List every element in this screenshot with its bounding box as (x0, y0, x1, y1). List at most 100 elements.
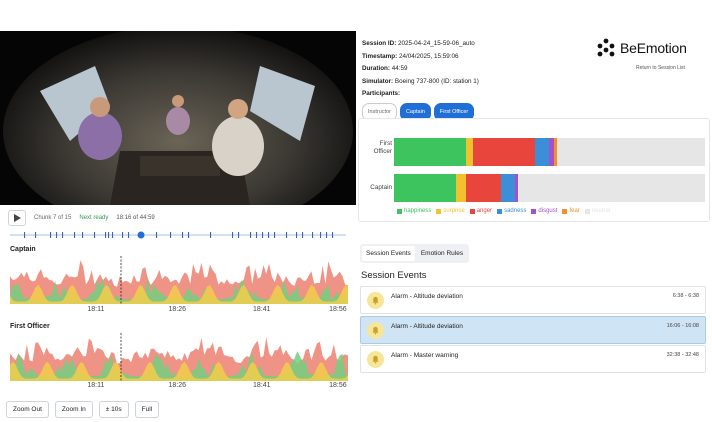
dist-label-captain: Captain (364, 184, 392, 192)
first-officer-emotion-chart (10, 333, 348, 381)
event-label: Alarm - Altitude deviation (391, 293, 463, 300)
axis-tick: 18:11 (87, 306, 105, 313)
beemotion-logo-icon (597, 38, 615, 57)
legend-label: surprise (443, 208, 465, 214)
event-marker (128, 232, 130, 238)
distribution-segment-disgust (549, 138, 555, 166)
event-marker (105, 232, 107, 238)
distribution-bar-first-officer (394, 138, 705, 166)
legend-item-disgust: disgust (531, 208, 557, 214)
anger-area (10, 337, 348, 381)
event-marker (62, 232, 64, 238)
legend-label: sadness (504, 208, 527, 214)
distribution-segment-sadness (535, 138, 550, 166)
event-marker (56, 232, 58, 238)
event-marker (170, 232, 172, 238)
legend-item-surprise: surprise (436, 208, 465, 214)
event-marker (326, 232, 328, 238)
event-marker (268, 232, 270, 238)
event-marker (262, 232, 264, 238)
captain-chart-axis: 18:11 18:26 18:41 18:56 (10, 306, 348, 316)
axis-tick: 18:26 (168, 382, 187, 389)
legend-swatch (397, 208, 402, 214)
axis-tick: 18:26 (168, 306, 187, 313)
event-time: 6:38 - 6:38 (672, 293, 699, 299)
play-button[interactable] (8, 210, 26, 226)
zoom-controls: Zoom Out Zoom In ± 10s Full (6, 401, 160, 418)
event-item-selected[interactable]: Alarm - Altitude deviation 16:06 - 16:08 (360, 316, 706, 344)
distribution-segment-anger (473, 138, 536, 166)
session-info: Session ID: 2025-04-24_15-59-06_auto Tim… (362, 38, 479, 121)
duration-row: Duration: 44:59 (362, 63, 479, 76)
zoom-out-button[interactable]: Zoom Out (6, 401, 49, 418)
event-item[interactable]: Alarm - Master warning 32:38 - 32:48 (360, 345, 706, 373)
brand-name: BeEmotion (620, 40, 687, 56)
session-id-row: Session ID: 2025-04-24_15-59-06_auto (362, 38, 479, 51)
play-icon (13, 214, 21, 222)
event-label: Alarm - Altitude deviation (391, 323, 463, 330)
event-marker (332, 232, 334, 238)
event-marker (238, 232, 240, 238)
zoom-in-button[interactable]: Zoom In (54, 401, 93, 418)
axis-tick: 18:11 (87, 382, 105, 389)
dist-label-line: Officer (373, 148, 392, 155)
dist-label-line: Captain (370, 184, 392, 191)
legend-item-happiness: happiness (397, 208, 431, 214)
tab-session-events[interactable]: Session Events (362, 246, 415, 261)
legend-item-neutral: neutral (584, 208, 611, 214)
event-marker (122, 232, 124, 238)
event-marker (320, 232, 322, 238)
axis-tick: 18:41 (253, 306, 271, 313)
captain-chart-title: Captain (10, 246, 36, 253)
session-events-heading: Session Events (361, 270, 427, 281)
legend-swatch (497, 208, 503, 214)
distribution-segment-happiness (394, 174, 457, 202)
happiness-area (10, 276, 348, 304)
session-id-label: Session ID: (362, 40, 397, 47)
cockpit-video[interactable] (0, 31, 356, 205)
first-officer-chart-axis: 18:11 18:26 18:41 18:56 (10, 382, 348, 392)
event-marker (302, 232, 304, 238)
timestamp-value: 24/04/2025, 15:59:06 (398, 52, 459, 60)
zoom-10s-button[interactable]: ± 10s (98, 401, 129, 418)
event-marker (256, 232, 258, 238)
session-tabs: Session Events Emotion Rules (360, 244, 470, 263)
next-ready-status: Next ready (79, 215, 109, 221)
event-marker (50, 232, 52, 238)
event-marker (94, 232, 96, 238)
dist-label-line: First (379, 140, 392, 147)
event-marker (232, 232, 234, 238)
event-marker (286, 232, 288, 238)
axis-tick: 18:41 (253, 382, 271, 389)
return-to-session-list-link[interactable]: Return to Session List (636, 65, 685, 71)
event-marker (296, 232, 298, 238)
legend-swatch (562, 208, 568, 214)
distribution-segment-fear (554, 138, 558, 166)
legend-label: happiness (404, 208, 432, 214)
surprise-area (10, 284, 348, 304)
emotion-distribution-panel (358, 118, 710, 222)
timestamp-row: Timestamp: 24/04/2025, 15:59:06 (362, 51, 479, 64)
zoom-full-button[interactable]: Full (134, 401, 160, 418)
event-marker (188, 232, 190, 238)
legend-swatch (584, 208, 590, 214)
distribution-segment-disgust (515, 174, 519, 202)
playback-scrubber[interactable] (10, 229, 346, 241)
legend-item-anger: anger (469, 208, 492, 214)
alarm-bell-icon (367, 322, 384, 339)
distribution-segment-sadness (501, 174, 516, 202)
legend-swatch (469, 208, 475, 214)
simulator-label: Simulator: (362, 77, 394, 85)
alarm-bell-icon (367, 292, 384, 309)
distribution-segment-neutral (518, 174, 705, 202)
tab-emotion-rules[interactable]: Emotion Rules (420, 250, 464, 257)
distribution-segment-surprise (465, 138, 474, 166)
distribution-segment-happiness (394, 138, 466, 166)
event-marker (250, 232, 252, 238)
simulator-row: Simulator: Boeing 737-800 (ID: station 1… (362, 76, 479, 89)
player-controls: Chunk 7 of 15 Next ready 18:16 of 44:59 (8, 209, 353, 227)
event-item[interactable]: Alarm - Altitude deviation 6:38 - 6:38 (360, 286, 706, 314)
legend-label: neutral (591, 208, 611, 214)
event-time: 32:38 - 32:48 (666, 352, 699, 358)
scrubber-handle (137, 231, 145, 239)
